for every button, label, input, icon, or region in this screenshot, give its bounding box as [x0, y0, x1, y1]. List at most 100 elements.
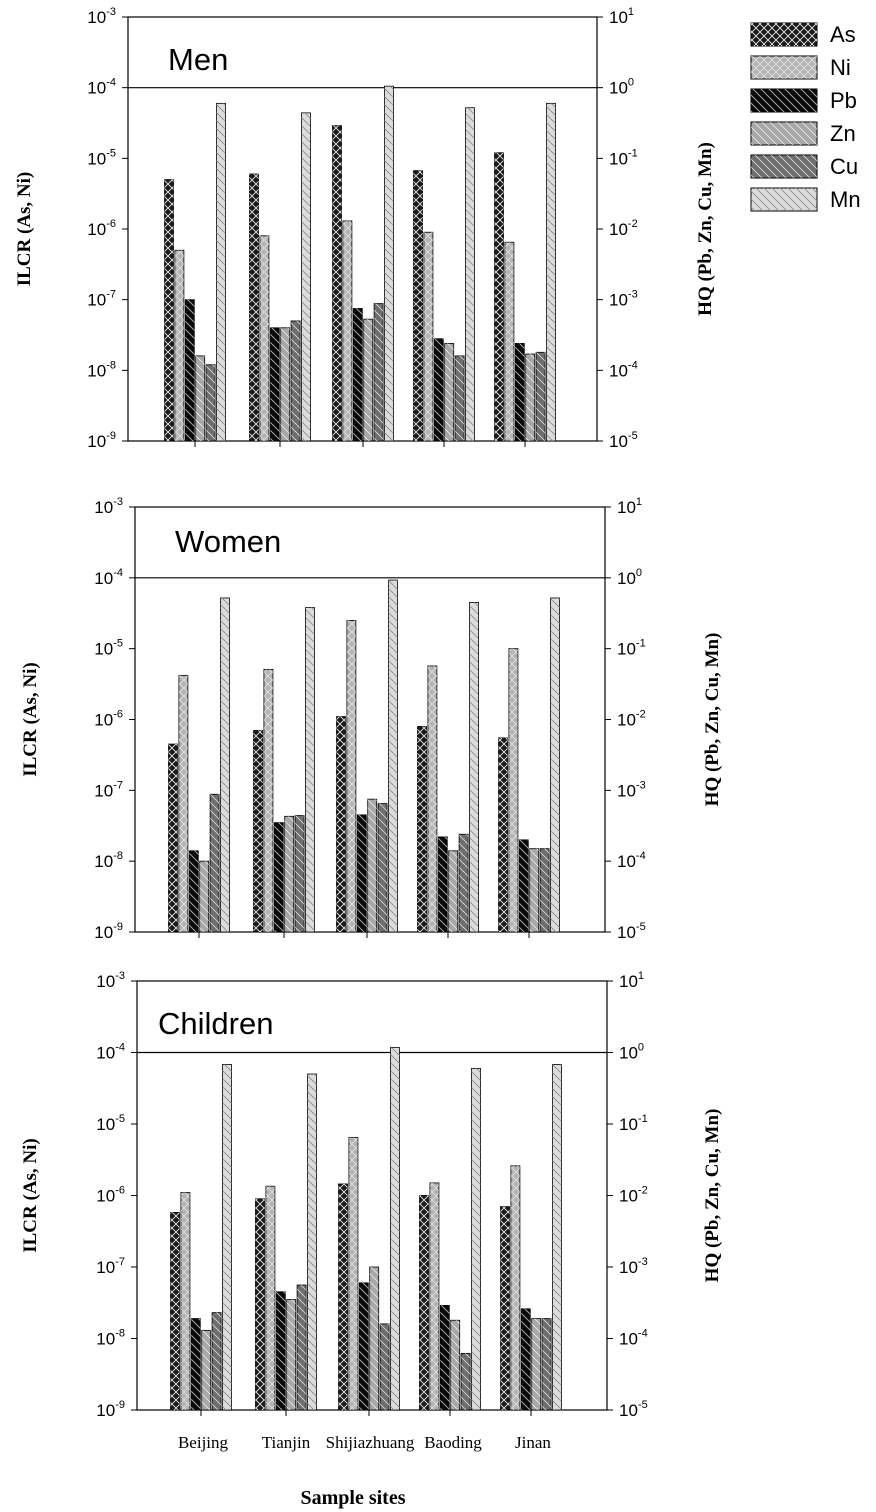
bar-hatch-ni: [423, 232, 433, 441]
y-left-axis-title: ILCR (As, Ni): [20, 662, 41, 777]
bar-hatch-mn: [216, 103, 226, 441]
y-left-tick-label: 10-9: [96, 1399, 125, 1420]
y-right-tick-label-exponent: -1: [638, 1113, 648, 1125]
y-left-tick-label: 10-5: [96, 1113, 125, 1134]
panel-children: 10-910-810-710-610-510-410-310-510-410-3…: [20, 970, 723, 1452]
bar-hatch-ni: [178, 675, 188, 932]
y-right-tick-label: 10-2: [617, 709, 646, 730]
y-left-tick-label-exponent: -7: [115, 1256, 125, 1268]
y-right-tick-label-mantissa: 10: [617, 498, 636, 517]
y-right-tick-label: 10-4: [619, 1328, 648, 1349]
y-right-tick-label-exponent: -1: [628, 147, 638, 159]
y-left-tick-label: 10-9: [87, 430, 116, 451]
y-right-tick-label-mantissa: 10: [609, 432, 628, 451]
y-right-tick-label-mantissa: 10: [609, 291, 628, 310]
bar-hatch-cu: [206, 364, 216, 441]
bar-hatch-zn: [529, 848, 539, 932]
y-left-tick-label-mantissa: 10: [87, 220, 106, 239]
y-left-tick-label: 10-7: [96, 1256, 125, 1277]
bar-hatch-ni: [508, 648, 518, 932]
y-left-tick-label-exponent: -3: [106, 6, 116, 18]
y-right-tick-label-exponent: -4: [628, 359, 638, 371]
bar-hatch-pb: [521, 1308, 531, 1410]
y-right-tick-label-exponent: -5: [638, 1399, 648, 1411]
y-right-tick-label: 10-5: [619, 1399, 648, 1420]
y-left-tick-label-exponent: -6: [113, 709, 123, 721]
y-right-tick-label-mantissa: 10: [619, 1401, 638, 1420]
y-right-tick-label: 10-5: [617, 921, 646, 942]
bar-hatch-pb: [270, 327, 280, 441]
legend-swatch-hatch-as: [751, 23, 817, 46]
x-tick-label: Baoding: [424, 1433, 482, 1452]
y-left-tick-label-exponent: -3: [115, 970, 125, 982]
y-right-axis-title: HQ (Pb, Zn, Cu, Mn): [702, 633, 723, 807]
y-right-tick-label-mantissa: 10: [609, 220, 628, 239]
bar-hatch-as: [500, 1206, 510, 1410]
bar-hatch-ni: [342, 220, 352, 441]
bar-hatch-mn: [388, 580, 398, 932]
y-right-tick-label-exponent: 0: [636, 567, 642, 579]
legend-label-zn: Zn: [830, 121, 856, 146]
bar-hatch-zn: [525, 354, 535, 441]
y-right-tick-label: 10-3: [609, 289, 638, 310]
bar-hatch-cu: [540, 848, 550, 932]
bar-hatch-pb: [276, 1291, 286, 1410]
panel-men: 10-910-810-710-610-510-410-310-510-410-3…: [14, 6, 716, 451]
bar-hatch-as: [168, 744, 178, 932]
y-right-tick-label-mantissa: 10: [609, 8, 628, 27]
bar-hatch-ni: [510, 1165, 520, 1410]
y-left-tick-label-exponent: -5: [113, 638, 123, 650]
bar-hatch-pb: [519, 839, 529, 932]
y-right-tick-label-exponent: 0: [638, 1042, 644, 1054]
y-left-tick-label: 10-7: [94, 779, 123, 800]
bar-hatch-zn: [369, 1267, 379, 1410]
y-left-tick-label-exponent: -4: [106, 77, 116, 89]
y-left-axis-title: ILCR (As, Ni): [20, 1138, 41, 1253]
y-right-tick-label-exponent: -2: [628, 218, 638, 230]
legend-swatch-hatch-ni: [751, 56, 817, 79]
y-right-tick-label-mantissa: 10: [619, 972, 638, 991]
y-left-tick-label-mantissa: 10: [94, 711, 113, 730]
bar-hatch-mn: [471, 1068, 481, 1410]
bar-hatch-cu: [459, 834, 469, 932]
bar-hatch-cu: [297, 1285, 307, 1410]
y-left-tick-label: 10-4: [87, 77, 116, 98]
bar-hatch-zn: [444, 343, 454, 441]
bar-hatch-as: [164, 179, 174, 441]
y-left-tick-label-mantissa: 10: [96, 1401, 115, 1420]
y-left-tick-label-exponent: -5: [115, 1113, 125, 1125]
bar-hatch-cu: [374, 303, 384, 441]
bar-hatch-ni: [504, 242, 514, 441]
y-left-tick-label-mantissa: 10: [96, 1187, 115, 1206]
bar-hatch-mn: [301, 112, 311, 442]
bar-hatch-pb: [440, 1305, 450, 1410]
bar-hatch-ni: [174, 250, 184, 441]
y-left-tick-label-mantissa: 10: [94, 781, 113, 800]
y-right-tick-label-exponent: -3: [628, 289, 638, 301]
bar-hatch-zn: [531, 1318, 541, 1410]
y-right-tick-label-exponent: 1: [636, 496, 642, 508]
y-right-tick-label-exponent: -4: [636, 850, 646, 862]
y-left-tick-label-mantissa: 10: [94, 852, 113, 871]
y-left-tick-label: 10-6: [94, 709, 123, 730]
panel-women: 10-910-810-710-610-510-410-310-510-410-3…: [20, 496, 723, 942]
bar-hatch-as: [170, 1212, 180, 1410]
y-right-tick-label-exponent: -2: [636, 709, 646, 721]
bar-hatch-zn: [201, 1330, 211, 1410]
y-left-tick-label-mantissa: 10: [96, 1330, 115, 1349]
bar-hatch-pb: [434, 338, 444, 441]
bar-hatch-zn: [199, 861, 209, 932]
y-left-tick-label: 10-4: [94, 567, 123, 588]
y-left-tick-label-mantissa: 10: [94, 498, 113, 517]
bar-hatch-pb: [185, 299, 195, 441]
bar-hatch-zn: [450, 1320, 460, 1410]
legend-label-as: As: [830, 22, 856, 47]
y-left-tick-label-exponent: -4: [113, 567, 123, 579]
bar-hatch-pb: [515, 343, 525, 441]
legend-label-ni: Ni: [830, 55, 851, 80]
bar-hatch-as: [253, 730, 263, 932]
y-right-tick-label-exponent: -2: [638, 1185, 648, 1197]
y-right-tick-label-mantissa: 10: [619, 1115, 638, 1134]
y-left-tick-label: 10-6: [96, 1185, 125, 1206]
bar-hatch-cu: [542, 1318, 552, 1410]
